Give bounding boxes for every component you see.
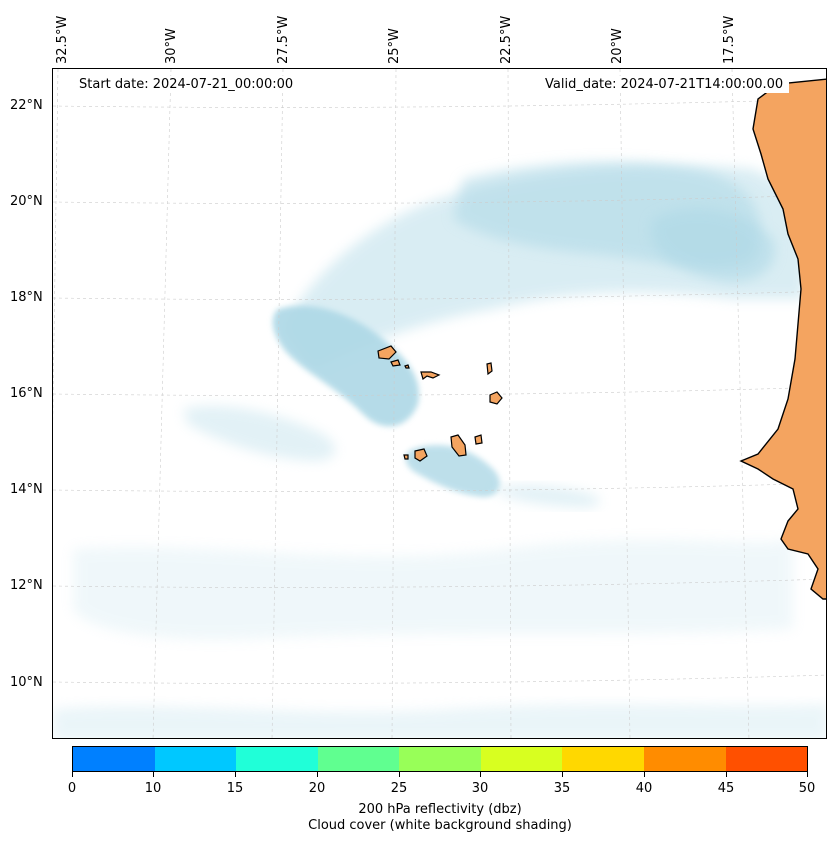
- colorbar-tick-label: 40: [635, 781, 653, 796]
- cloud-cover-layer: [53, 161, 826, 738]
- colorbar: [72, 746, 808, 772]
- island-maio: [474, 434, 483, 445]
- cloud-band-northeast: [651, 208, 775, 282]
- island-santo-antao: [377, 345, 397, 360]
- start-date-label: Start date: 2024-07-21_00:00:00: [73, 76, 300, 93]
- lat-label: 14°N: [10, 482, 43, 497]
- lat-label: 22°N: [10, 98, 43, 113]
- colorbar-label: 200 hPa reflectivity (dbz): [358, 802, 522, 817]
- lat-label: 18°N: [10, 290, 43, 305]
- lon-label: 25°W: [387, 28, 402, 64]
- lat-label: 12°N: [10, 578, 43, 593]
- cloud-mid-scatter: [73, 539, 793, 640]
- cloud-west-streak: [183, 405, 336, 461]
- colorbar-tick-label: 10: [144, 781, 162, 796]
- island-fogo: [414, 448, 428, 462]
- island-boa-vista: [489, 391, 503, 405]
- colorbar-bin: [73, 747, 155, 771]
- colorbar-bin: [643, 747, 726, 771]
- lat-label: 16°N: [10, 386, 43, 401]
- cape-verde-islands: [377, 345, 503, 462]
- colorbar-tick-label: 50: [798, 781, 816, 796]
- colorbar-bin: [236, 747, 318, 771]
- map-canvas[interactable]: [53, 69, 827, 739]
- colorbar-bin: [154, 747, 237, 771]
- colorbar-bin: [480, 747, 563, 771]
- colorbar-tick-label: 25: [390, 781, 408, 796]
- colorbar-sublabel: Cloud cover (white background shading): [308, 818, 572, 833]
- cloud-south-haze: [53, 704, 826, 738]
- colorbar-tick-label: 15: [226, 781, 244, 796]
- lat-label: 20°N: [10, 194, 43, 209]
- colorbar-tick-label: 0: [67, 781, 77, 796]
- lon-label: 17.5°W: [722, 15, 737, 64]
- map-panel[interactable]: [52, 68, 827, 739]
- cloud-main-blob: [272, 305, 419, 427]
- island-santa-luzia: [404, 364, 410, 369]
- cloud-east-streak: [493, 485, 601, 508]
- island-sao-nicolau: [420, 371, 441, 381]
- lat-label: 10°N: [10, 675, 43, 690]
- colorbar-tick-label: 45: [717, 781, 735, 796]
- island-santiago: [450, 434, 467, 457]
- lon-label: 32.5°W: [55, 15, 70, 64]
- graticule: [53, 69, 826, 738]
- colorbar-bin: [562, 747, 644, 771]
- colorbar-bin: [399, 747, 481, 771]
- colorbar-bin: [725, 747, 808, 771]
- cloud-south-blob: [405, 445, 500, 497]
- lon-label: 22.5°W: [499, 15, 514, 64]
- island-sal: [486, 362, 493, 376]
- lon-label: 30°W: [164, 28, 179, 64]
- colorbar-tick-label: 30: [471, 781, 489, 796]
- colorbar-tick-label: 20: [308, 781, 326, 796]
- island-brava: [403, 454, 409, 460]
- africa-coast: [739, 78, 826, 600]
- valid-date-label: Valid_date: 2024-07-21T14:00:00.00: [539, 76, 790, 93]
- colorbar-tick-label: 35: [553, 781, 571, 796]
- colorbar-bin: [317, 747, 400, 771]
- lon-label: 20°W: [610, 28, 625, 64]
- lon-label: 27.5°W: [276, 15, 291, 64]
- island-sao-vicente: [390, 359, 401, 367]
